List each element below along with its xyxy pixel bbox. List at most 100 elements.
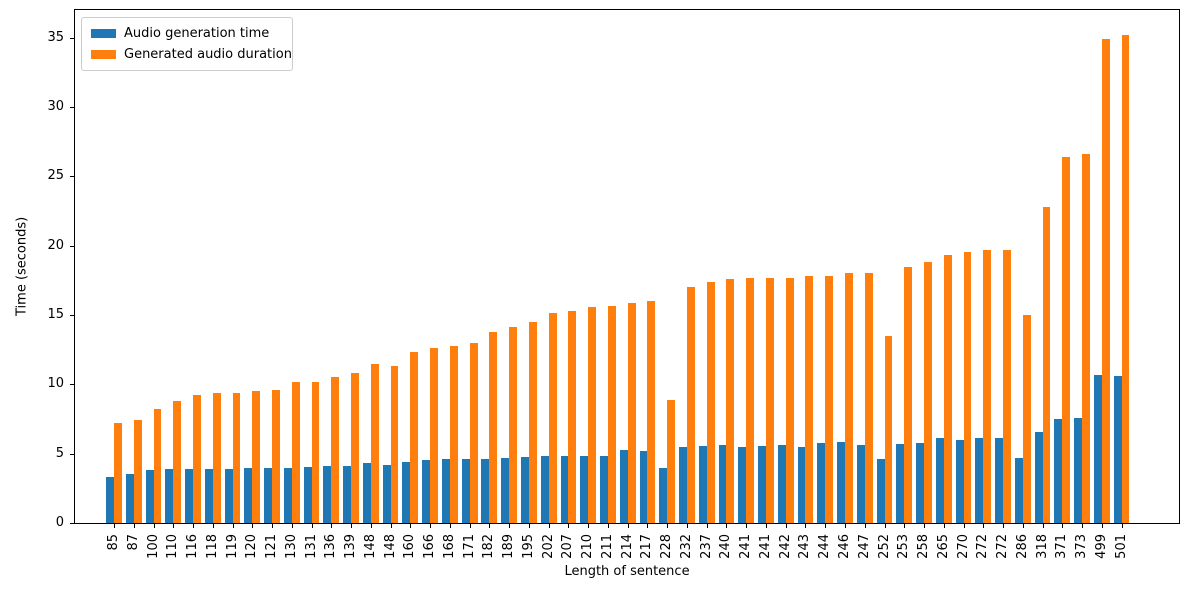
x-tick-mark [943, 524, 945, 528]
x-tick-mark [588, 524, 590, 528]
x-tick-label-text: 258 [916, 534, 932, 559]
x-tick-mark [1121, 524, 1123, 528]
x-tick-mark [785, 524, 787, 528]
x-tick-mark [193, 524, 195, 528]
gen-time-bar [955, 439, 964, 523]
x-tick-label-text: 241 [757, 534, 773, 559]
gen-time-bar [995, 438, 1004, 523]
x-tick-label-text: 501 [1113, 534, 1129, 559]
x-tick-mark [509, 524, 511, 528]
x-tick-label-text: 210 [580, 534, 596, 559]
y-tick-label: 15 [47, 307, 64, 323]
gen-time-bar [165, 468, 174, 523]
legend: Audio generation time Generated audio du… [81, 17, 293, 71]
x-tick-label-text: 272 [995, 534, 1011, 559]
x-tick-mark [864, 524, 866, 528]
y-tick-mark [70, 107, 74, 109]
y-tick-label: 10 [47, 376, 64, 392]
x-tick-mark [904, 524, 906, 528]
x-tick-mark [232, 524, 234, 528]
gen-time-bar [145, 469, 154, 523]
x-tick-label-text: 217 [639, 534, 655, 559]
gen-time-bar [343, 466, 352, 523]
x-tick-mark [370, 524, 372, 528]
y-tick-label: 0 [55, 515, 64, 530]
x-axis-label: Length of sentence [564, 564, 690, 579]
gen-time-bar [797, 446, 806, 523]
audio-duration-bar [252, 390, 261, 523]
audio-duration-bar [884, 335, 893, 523]
x-tick-mark [1101, 524, 1103, 528]
x-tick-mark [449, 524, 451, 528]
x-tick-mark [252, 524, 254, 528]
x-tick-mark [272, 524, 274, 528]
gen-time-bar [758, 446, 766, 523]
gen-time-bar [560, 456, 569, 523]
audio-duration-bar [548, 312, 557, 523]
x-tick-label-text: 100 [145, 534, 161, 559]
x-tick-label-text: 247 [856, 534, 872, 559]
legend-label-audio-duration: Generated audio duration [124, 47, 292, 62]
gen-time-bar [224, 468, 233, 523]
audio-duration-bar [746, 277, 755, 523]
x-tick-mark [647, 524, 649, 528]
gen-time-bar [382, 465, 391, 523]
x-tick-mark [1003, 524, 1005, 528]
gen-time-bar [1074, 417, 1083, 523]
audio-duration-bar [686, 286, 695, 523]
gen-time-bar [283, 467, 292, 523]
plot-area [74, 9, 1180, 524]
x-tick-mark [805, 524, 807, 528]
audio-duration-bar [1003, 249, 1011, 523]
gen-time-bar [718, 445, 727, 523]
audio-duration-bar [805, 276, 814, 523]
audio-duration-bar [1022, 315, 1031, 523]
gen-time-bar [1054, 419, 1063, 523]
x-tick-label-text: 116 [185, 534, 201, 559]
audio-duration-bar [509, 326, 518, 523]
x-tick-mark [667, 524, 669, 528]
gen-time-bar [185, 468, 194, 523]
x-tick-label-text: 171 [461, 534, 477, 559]
audio-duration-bar [370, 364, 379, 523]
x-tick-label-text: 241 [738, 534, 754, 559]
x-tick-mark [528, 524, 530, 528]
x-tick-label-text: 246 [837, 534, 852, 559]
gen-time-bar [402, 462, 411, 523]
gen-time-bar [501, 457, 510, 523]
x-tick-label-text: 160 [402, 534, 418, 559]
audio-duration-bar [845, 273, 853, 523]
gen-time-bar [106, 477, 114, 523]
x-tick-mark [686, 524, 688, 528]
audio-duration-bar [449, 346, 458, 523]
y-tick-mark [70, 315, 74, 317]
x-tick-mark [1082, 524, 1084, 528]
audio-duration-bar [1121, 34, 1130, 523]
y-tick-mark [70, 453, 74, 455]
audio-duration-bar [1062, 156, 1071, 523]
audio-duration-bar [943, 255, 952, 523]
x-tick-mark [1062, 524, 1064, 528]
x-tick-label-text: 136 [323, 534, 339, 559]
legend-entry-generation-time: Audio generation time [91, 23, 283, 44]
x-tick-label-text: 211 [599, 534, 615, 559]
y-tick-label: 5 [55, 445, 64, 461]
x-tick-mark [568, 524, 570, 528]
x-tick-mark [825, 524, 827, 528]
audio-duration-bar [627, 303, 636, 523]
audio-duration-bar [114, 423, 122, 523]
audio-duration-bar [272, 389, 280, 523]
y-tick-label: 20 [47, 237, 64, 253]
x-tick-label-text: 131 [303, 534, 319, 559]
gen-time-bar [856, 445, 865, 523]
audio-duration-bar [924, 261, 932, 523]
audio-duration-bar [963, 251, 972, 523]
x-tick-label-text: 240 [718, 534, 734, 559]
audio-duration-bar [351, 372, 359, 523]
gen-time-bar [481, 458, 490, 523]
x-tick-label-text: 253 [896, 534, 912, 559]
x-tick-mark [884, 524, 886, 528]
y-tick-label: 35 [47, 29, 64, 45]
gen-time-bar [659, 468, 668, 523]
audio-duration-bar [331, 376, 340, 523]
